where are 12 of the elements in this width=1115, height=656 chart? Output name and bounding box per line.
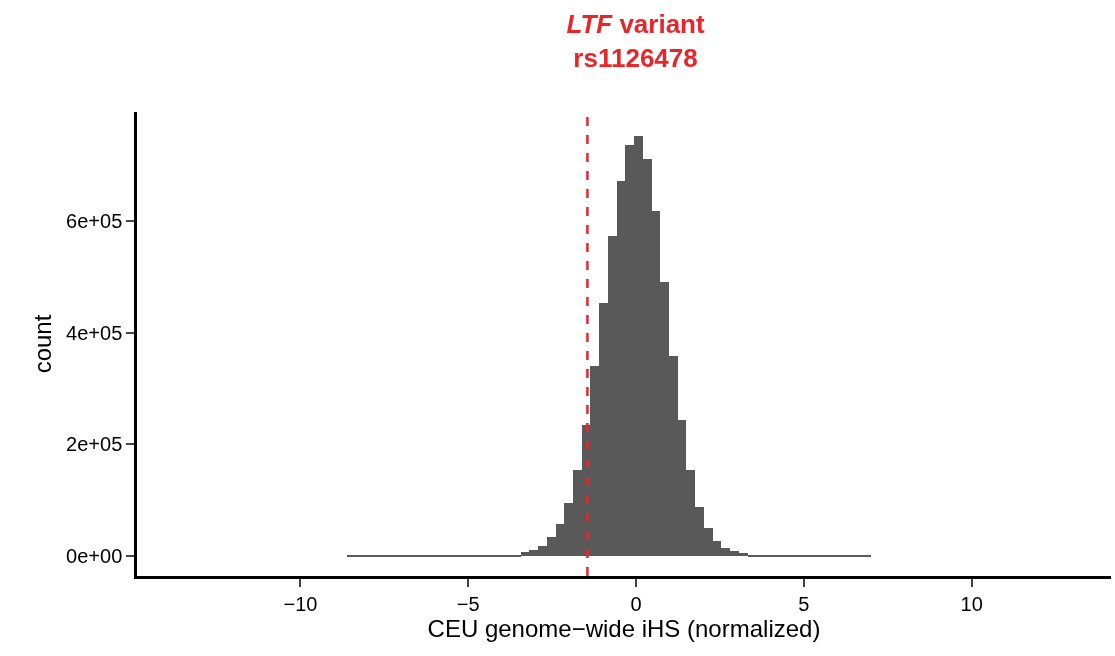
y-tick-label: 4e+05 <box>66 321 123 344</box>
x-tick-label: −10 <box>283 592 318 615</box>
y-tick-label: 6e+05 <box>66 209 123 232</box>
y-axis-title: count <box>29 314 57 374</box>
chart-title: LTF variant rs1126478 <box>566 8 705 73</box>
x-tick-label: 5 <box>798 592 810 615</box>
x-tick-label: −5 <box>456 592 480 615</box>
y-tick-label: 0e+00 <box>66 545 123 568</box>
y-tick-label: 2e+05 <box>66 433 123 456</box>
x-tick-label: 10 <box>960 592 983 615</box>
x-axis-title: CEU genome−wide iHS (normalized) <box>427 614 821 642</box>
x-tick-label: 0 <box>630 592 642 615</box>
